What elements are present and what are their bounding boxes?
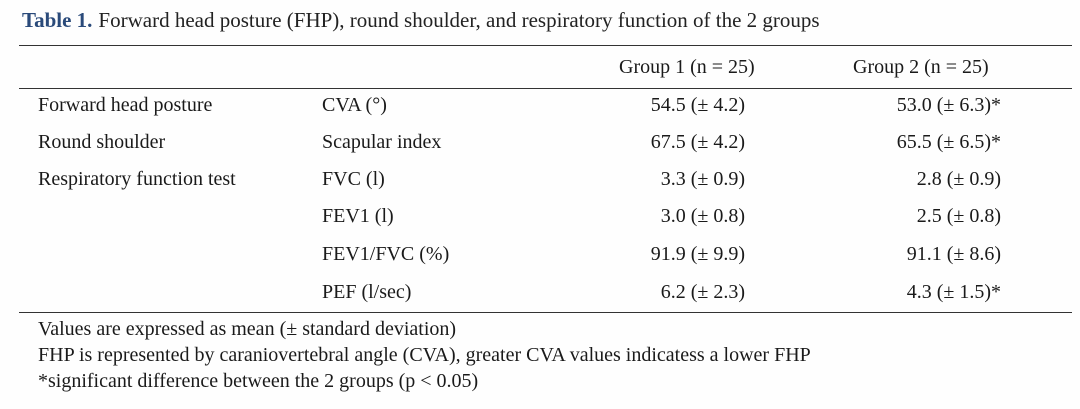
header-group2: Group 2 (n = 25): [853, 56, 989, 78]
row-group2-value: 53.0 (± 6.3)*: [896, 94, 1001, 116]
row-group1-value: 91.9 (± 9.9): [650, 243, 745, 265]
table-top-rule: [19, 45, 1072, 46]
row-group2-value: 65.5 (± 6.5)*: [896, 131, 1001, 153]
table-note: *significant difference between the 2 gr…: [38, 370, 479, 392]
row-group1-value: 67.5 (± 4.2): [650, 131, 745, 153]
row-measure: FVC (l): [322, 168, 385, 190]
row-label: Respiratory function test: [38, 168, 236, 190]
table-caption: Table 1. Forward head posture (FHP), roun…: [22, 8, 820, 33]
row-group2-value: 2.8 (± 0.9): [916, 168, 1001, 190]
row-measure: CVA (°): [322, 94, 387, 116]
table-note: FHP is represented by caraniovertebral a…: [38, 344, 811, 366]
row-group1-value: 3.0 (± 0.8): [660, 205, 745, 227]
row-group2-value: 91.1 (± 8.6): [906, 243, 1001, 265]
row-measure: Scapular index: [322, 131, 442, 153]
row-measure: FEV1 (l): [322, 205, 394, 227]
table-title: Forward head posture (FHP), round should…: [98, 8, 820, 32]
row-label: Round shoulder: [38, 131, 166, 153]
table-header-rule: [19, 88, 1072, 89]
row-measure: PEF (l/sec): [322, 281, 412, 303]
header-group1: Group 1 (n = 25): [619, 56, 755, 78]
row-label: Forward head posture: [38, 94, 213, 116]
table-number: Table 1.: [22, 8, 93, 32]
row-group2-value: 4.3 (± 1.5)*: [906, 281, 1001, 303]
table-note: Values are expressed as mean (± standard…: [38, 318, 457, 340]
row-group1-value: 3.3 (± 0.9): [660, 168, 745, 190]
row-group1-value: 54.5 (± 4.2): [650, 94, 745, 116]
row-group2-value: 2.5 (± 0.8): [916, 205, 1001, 227]
table-bottom-rule: [19, 312, 1072, 313]
row-group1-value: 6.2 (± 2.3): [660, 281, 745, 303]
row-measure: FEV1/FVC (%): [322, 243, 450, 265]
